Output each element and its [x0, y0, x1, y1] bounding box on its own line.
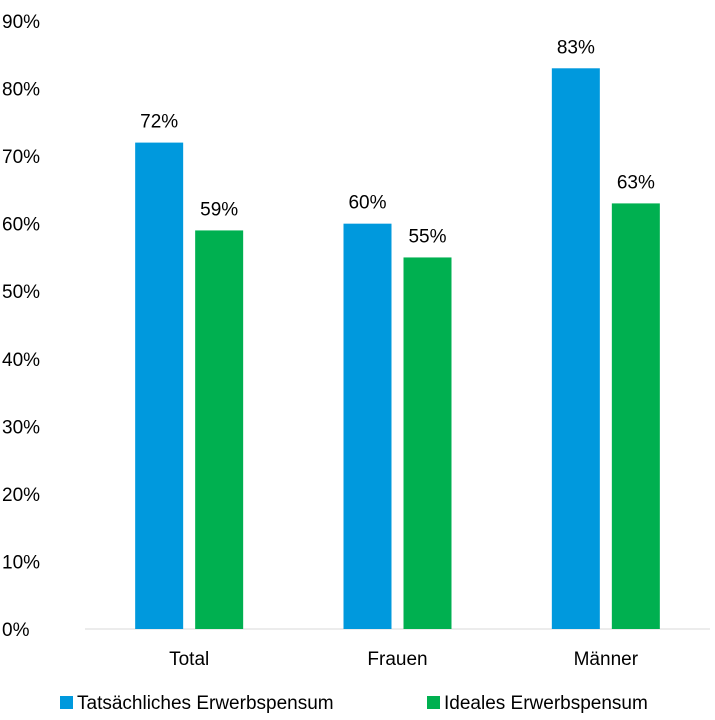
y-tick-label: 30% — [2, 417, 40, 438]
y-tick-label: 20% — [2, 485, 40, 506]
y-tick-label: 90% — [2, 12, 40, 33]
data-label: 60% — [348, 193, 386, 214]
bar — [343, 223, 392, 629]
y-tick-label: 70% — [2, 147, 40, 168]
legend-swatch — [427, 696, 440, 709]
y-tick-label: 0% — [2, 620, 30, 641]
data-label: 72% — [140, 112, 178, 133]
y-tick-label: 60% — [2, 215, 40, 236]
bar — [611, 203, 660, 629]
legend-swatch — [60, 696, 73, 709]
y-tick-label: 80% — [2, 80, 40, 101]
data-label: 83% — [557, 37, 595, 58]
x-category-label: Männer — [574, 649, 639, 670]
bar — [135, 142, 184, 629]
x-category-label: Total — [169, 649, 209, 670]
data-label: 59% — [200, 199, 238, 220]
data-label: 55% — [408, 226, 446, 247]
y-tick-label: 10% — [2, 552, 40, 573]
y-tick-label: 40% — [2, 350, 40, 371]
bar — [195, 230, 244, 629]
y-tick-label: 50% — [2, 282, 40, 303]
data-label: 63% — [617, 172, 655, 193]
legend-label: Ideales Erwerbspensum — [444, 693, 648, 714]
bar — [551, 68, 600, 630]
x-category-label: Frauen — [367, 649, 427, 670]
legend-label: Tatsächliches Erwerbspensum — [77, 693, 334, 714]
bar — [403, 257, 452, 629]
